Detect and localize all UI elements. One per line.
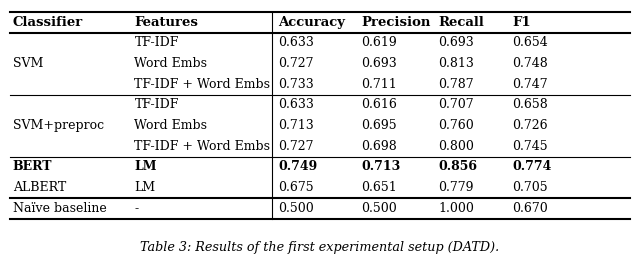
Text: 0.760: 0.760 [438,119,474,132]
Text: SVM: SVM [13,57,43,70]
Text: 0.779: 0.779 [438,181,474,194]
Text: Table 3: Results of the first experimental setup (DATD).: Table 3: Results of the first experiment… [140,241,500,254]
Text: BERT: BERT [13,160,52,174]
Text: Recall: Recall [438,16,484,29]
Text: Classifier: Classifier [13,16,83,29]
Text: Naïve baseline: Naïve baseline [13,202,106,215]
Text: 0.800: 0.800 [438,140,474,153]
Text: 0.713: 0.713 [278,119,314,132]
Text: 0.675: 0.675 [278,181,314,194]
Text: 0.733: 0.733 [278,78,314,91]
Text: F1: F1 [512,16,531,29]
Text: 0.713: 0.713 [362,160,401,174]
Text: 0.658: 0.658 [512,98,548,112]
Text: 0.705: 0.705 [512,181,548,194]
Text: 0.633: 0.633 [278,36,314,50]
Text: 0.727: 0.727 [278,140,314,153]
Text: Precision: Precision [362,16,431,29]
Text: 0.727: 0.727 [278,57,314,70]
Text: 0.745: 0.745 [512,140,548,153]
Text: TF-IDF: TF-IDF [134,98,179,112]
Text: Features: Features [134,16,198,29]
Text: 1.000: 1.000 [438,202,474,215]
Text: TF-IDF + Word Embs: TF-IDF + Word Embs [134,140,270,153]
Text: Word Embs: Word Embs [134,119,207,132]
Text: LM: LM [134,160,157,174]
Text: TF-IDF: TF-IDF [134,36,179,50]
Text: Word Embs: Word Embs [134,57,207,70]
Text: ALBERT: ALBERT [13,181,66,194]
Text: 0.726: 0.726 [512,119,548,132]
Text: 0.748: 0.748 [512,57,548,70]
Text: 0.695: 0.695 [362,119,397,132]
Text: 0.616: 0.616 [362,98,397,112]
Text: 0.619: 0.619 [362,36,397,50]
Text: TF-IDF + Word Embs: TF-IDF + Word Embs [134,78,270,91]
Text: 0.813: 0.813 [438,57,474,70]
Text: 0.500: 0.500 [362,202,397,215]
Text: 0.707: 0.707 [438,98,474,112]
Text: 0.693: 0.693 [438,36,474,50]
Text: 0.651: 0.651 [362,181,397,194]
Text: 0.670: 0.670 [512,202,548,215]
Text: 0.500: 0.500 [278,202,314,215]
Text: 0.698: 0.698 [362,140,397,153]
Text: 0.654: 0.654 [512,36,548,50]
Text: -: - [134,202,138,215]
Text: 0.856: 0.856 [438,160,477,174]
Text: SVM+preproc: SVM+preproc [13,119,104,132]
Text: Accuracy: Accuracy [278,16,346,29]
Text: 0.747: 0.747 [512,78,548,91]
Text: 0.711: 0.711 [362,78,397,91]
Text: 0.787: 0.787 [438,78,474,91]
Text: LM: LM [134,181,156,194]
Text: 0.693: 0.693 [362,57,397,70]
Text: 0.633: 0.633 [278,98,314,112]
Text: 0.749: 0.749 [278,160,317,174]
Text: 0.774: 0.774 [512,160,552,174]
